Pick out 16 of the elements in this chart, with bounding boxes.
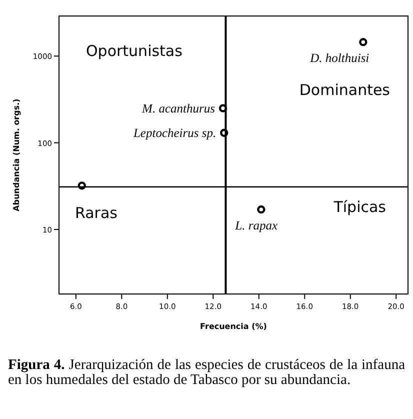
point	[78, 182, 86, 190]
point	[218, 104, 228, 112]
annotation: Leptocheirus sp.	[132, 126, 216, 140]
annotation: Típicas	[332, 198, 386, 216]
annotation: M. acanthurus	[141, 101, 216, 116]
point	[257, 205, 266, 214]
annotation: D. holthuisi	[309, 51, 370, 66]
annotation: L. rapax	[234, 218, 278, 232]
text: Figura 4. Jerarquización de las especies de crustáceos de la infauna en los humedales del estado de Tabasco por su abundancia.	[7, 356, 406, 388]
point	[359, 38, 368, 46]
y-axis-title: Abundancia (Num. orgs.)	[12, 98, 21, 212]
x-axis-title: Frecuencia (%)	[200, 322, 267, 331]
annotation: Raras	[75, 204, 118, 222]
annotation: Oportunistas	[86, 42, 183, 60]
point	[220, 128, 228, 137]
annotation: Dominantes	[299, 81, 390, 99]
